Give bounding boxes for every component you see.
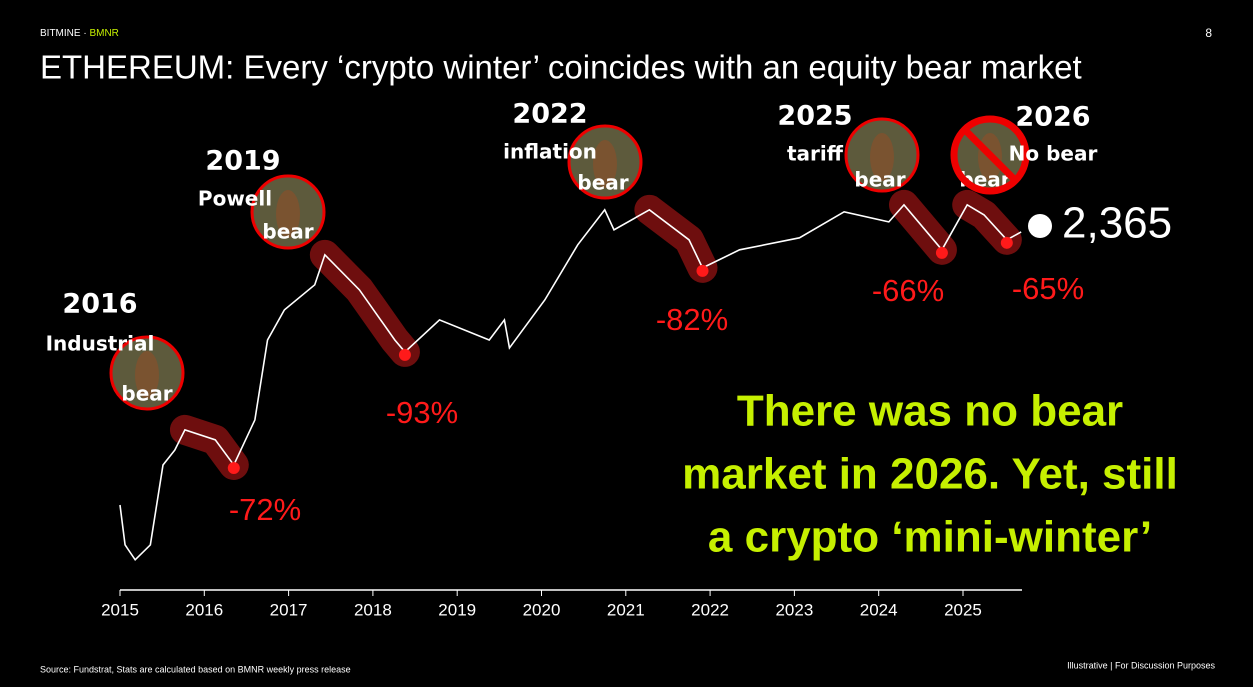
bear-year: 2026 xyxy=(1015,102,1090,133)
bear-year: 2025 xyxy=(777,101,852,132)
bear-word: bear xyxy=(262,220,313,244)
brand-ticker: BMNR xyxy=(89,28,118,39)
chart-title: ETHEREUM: Every ‘crypto winter’ coincide… xyxy=(40,49,1082,86)
bear-name: tariff xyxy=(787,142,844,166)
bear-name: inflation xyxy=(503,140,597,164)
callout-line: market in 2026. Yet, still xyxy=(682,450,1178,499)
drawdown-label: -82% xyxy=(656,302,728,337)
drawdown-label: -65% xyxy=(1012,271,1084,306)
drawdown-label: -66% xyxy=(872,273,944,308)
bear-name: No bear xyxy=(1009,142,1098,166)
x-tick-label: 2023 xyxy=(775,600,813,619)
trough-dot xyxy=(228,462,240,474)
drawdown-label: -72% xyxy=(229,492,301,527)
brand-name: BITMINE · xyxy=(40,28,87,39)
drawdown-label: -93% xyxy=(386,395,458,430)
bear-year: 2019 xyxy=(205,146,280,177)
drawdown-band xyxy=(649,210,702,268)
bear-word: bear xyxy=(854,168,905,192)
bear-name: Powell xyxy=(198,187,272,211)
trough-dot xyxy=(697,265,709,277)
end-dot xyxy=(1028,214,1052,238)
x-tick-label: 2017 xyxy=(270,600,308,619)
callout-line: a crypto ‘mini-winter’ xyxy=(708,513,1152,562)
end-label: 2,365 xyxy=(1062,199,1172,248)
bear-year: 2022 xyxy=(512,99,587,130)
drawdown-band xyxy=(967,205,1007,240)
source: Source: Fundstrat, Stats are calculated … xyxy=(40,664,351,674)
bear-year: 2016 xyxy=(62,289,137,320)
callout-line: There was no bear xyxy=(737,387,1123,436)
trough-dot xyxy=(399,349,411,361)
page-number: 8 xyxy=(1205,26,1212,40)
x-tick-label: 2024 xyxy=(860,600,898,619)
drawdown-band xyxy=(185,430,234,465)
x-tick-label: 2025 xyxy=(944,600,982,619)
bear-name: Industrial xyxy=(46,332,155,356)
x-tick-label: 2015 xyxy=(101,600,139,619)
x-tick-label: 2016 xyxy=(185,600,223,619)
bear-word: bear xyxy=(577,171,628,195)
trough-dot xyxy=(1001,237,1013,249)
trough-dot xyxy=(936,247,948,259)
slide: BITMINE · BMNR 8 ETHEREUM: Every ‘crypto… xyxy=(0,0,1253,687)
note: Illustrative | For Discussion Purposes xyxy=(1067,660,1215,670)
x-tick-label: 2022 xyxy=(691,600,729,619)
x-tick-label: 2020 xyxy=(523,600,561,619)
brand: BITMINE · BMNR xyxy=(40,28,119,39)
bear-word: bear xyxy=(121,382,172,406)
x-tick-label: 2021 xyxy=(607,600,645,619)
x-tick-label: 2018 xyxy=(354,600,392,619)
x-tick-label: 2019 xyxy=(438,600,476,619)
